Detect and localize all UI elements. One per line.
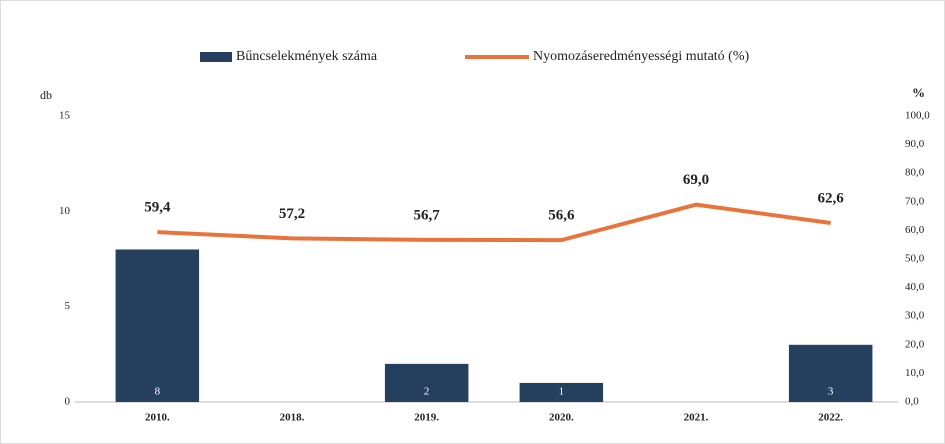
chart: db % 0 5 10 15 0,0 10,0 20,0 30,0 40,0 50,0 60,0 70… bbox=[0, 0, 945, 444]
legend-label: Nyomozáseredményességi mutató (%) bbox=[533, 49, 749, 64]
y2-tick-label: 20,0 bbox=[905, 338, 925, 350]
line-value-label: 69,0 bbox=[683, 172, 709, 188]
x-tick-label: 2022. bbox=[818, 412, 843, 424]
line-value-label: 59,4 bbox=[144, 200, 171, 216]
x-tick-label: 2019. bbox=[414, 412, 439, 424]
y2-tick-label: 80,0 bbox=[905, 167, 925, 179]
bar bbox=[116, 249, 199, 402]
y2-tick-label: 40,0 bbox=[905, 281, 925, 293]
y2-tick-label: 10,0 bbox=[905, 367, 925, 379]
y2-tick-label: 50,0 bbox=[905, 253, 925, 265]
x-tick-label: 2010. bbox=[145, 412, 170, 424]
bar-value-label: 8 bbox=[155, 386, 161, 398]
line-value-label: 57,2 bbox=[279, 206, 305, 222]
line-value-label: 56,6 bbox=[548, 208, 575, 224]
y-tick-label: 5 bbox=[65, 300, 71, 312]
legend-label: Bűncselekmények száma bbox=[236, 49, 378, 64]
x-tick-label: 2020. bbox=[549, 412, 574, 424]
x-tick-label: 2018. bbox=[280, 412, 305, 424]
line-value-label: 56,7 bbox=[414, 207, 441, 223]
y-axis-title: db bbox=[40, 88, 52, 102]
y2-tick-label: 100,0 bbox=[905, 110, 930, 122]
legend-swatch bbox=[200, 52, 232, 62]
bar-value-label: 3 bbox=[828, 386, 834, 398]
y2-tick-label: 0,0 bbox=[905, 396, 919, 408]
y2-tick-label: 60,0 bbox=[905, 224, 925, 236]
y2-tick-label: 70,0 bbox=[905, 195, 925, 207]
bar-value-label: 1 bbox=[559, 386, 565, 398]
line bbox=[157, 205, 830, 240]
line-value-label: 62,6 bbox=[818, 190, 845, 206]
y2-tick-label: 90,0 bbox=[905, 138, 925, 150]
bar-value-label: 2 bbox=[424, 386, 430, 398]
y2-axis-title: % bbox=[912, 85, 925, 100]
y-tick-label: 0 bbox=[65, 396, 71, 408]
x-tick-label: 2021. bbox=[684, 412, 709, 424]
y-tick-label: 10 bbox=[59, 205, 71, 217]
y-tick-label: 15 bbox=[59, 110, 71, 122]
y2-tick-label: 30,0 bbox=[905, 310, 925, 322]
